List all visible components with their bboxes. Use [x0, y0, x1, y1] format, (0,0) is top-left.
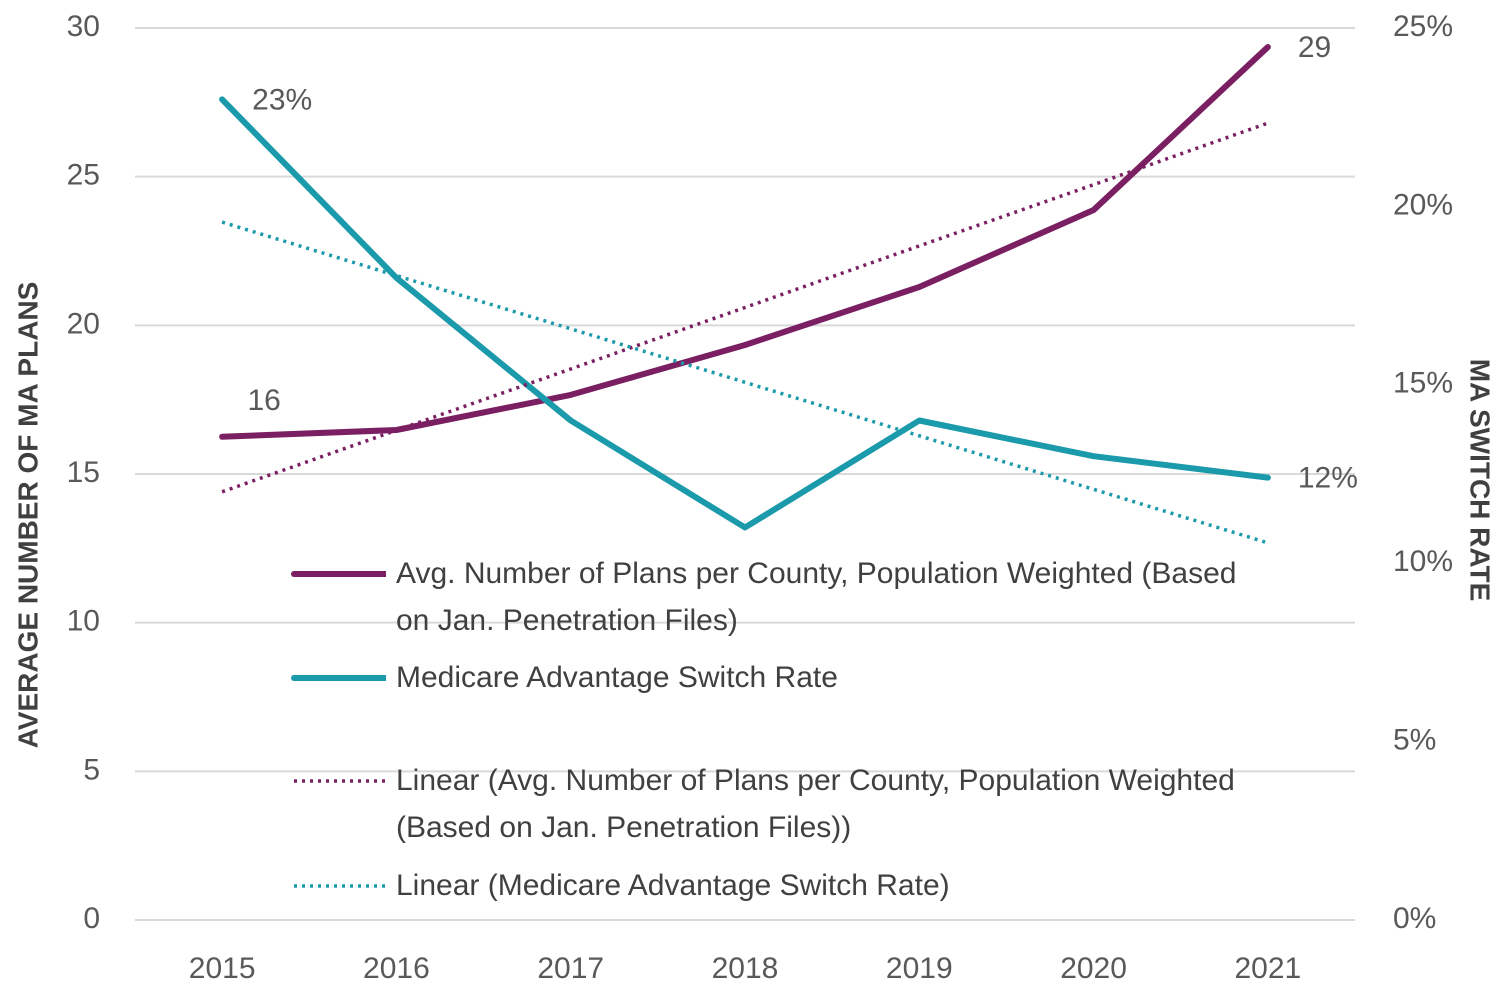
legend-label: Avg. Number of Plans per County, Populat…: [396, 557, 1237, 637]
trend-line: [221, 121, 1269, 494]
series-line: [219, 96, 1271, 531]
y2-tick-label: 5%: [1393, 724, 1436, 757]
legend-label: Medicare Advantage Switch Rate: [396, 661, 838, 694]
y2-tick-label: 10%: [1393, 545, 1453, 578]
x-tick-label: 2021: [1234, 952, 1301, 985]
x-tick-label: 2018: [712, 952, 779, 985]
y-tick-label: 30: [67, 10, 100, 43]
y-tick-label: 15: [67, 456, 100, 489]
x-tick-label: 2020: [1060, 952, 1127, 985]
y2-tick-label: 25%: [1393, 10, 1453, 43]
data-label: 29: [1298, 31, 1331, 64]
y-tick-label: 20: [67, 307, 100, 340]
legend-swatch: [294, 884, 386, 888]
legend-item: Linear (Avg. Number of Plans per County,…: [290, 757, 1276, 851]
legend-swatch: [291, 571, 386, 577]
y-tick-label: 0: [83, 902, 100, 935]
y2-tick-label: 0%: [1393, 902, 1436, 935]
legend-item: Medicare Advantage Switch Rate: [290, 654, 1276, 701]
legend-label: Linear (Medicare Advantage Switch Rate): [396, 869, 950, 902]
legend-item: Linear (Medicare Advantage Switch Rate): [290, 862, 1276, 909]
data-label: 23%: [252, 83, 312, 116]
trend-line: [221, 220, 1269, 545]
y-tick-label: 5: [83, 753, 100, 786]
series-line: [219, 44, 1271, 440]
y-axis-title: AVERAGE NUMBER OF MA PLANS: [12, 282, 43, 749]
y-tick-label: 10: [67, 605, 100, 638]
y2-axis-title: MA SWITCH RATE: [1465, 359, 1496, 602]
x-tick-label: 2019: [886, 952, 953, 985]
y2-tick-label: 20%: [1393, 188, 1453, 221]
data-label: 12%: [1298, 461, 1358, 494]
x-tick-label: 2016: [363, 952, 430, 985]
legend-item: Avg. Number of Plans per County, Populat…: [290, 550, 1276, 644]
legend-swatch: [291, 675, 386, 681]
legend-label: Linear (Avg. Number of Plans per County,…: [396, 764, 1235, 844]
y2-tick-label: 15%: [1393, 367, 1453, 400]
y-tick-label: 25: [67, 159, 100, 192]
data-label: 16: [247, 384, 280, 417]
legend-swatch: [294, 779, 386, 783]
x-tick-label: 2017: [537, 952, 604, 985]
x-tick-label: 2015: [189, 952, 256, 985]
